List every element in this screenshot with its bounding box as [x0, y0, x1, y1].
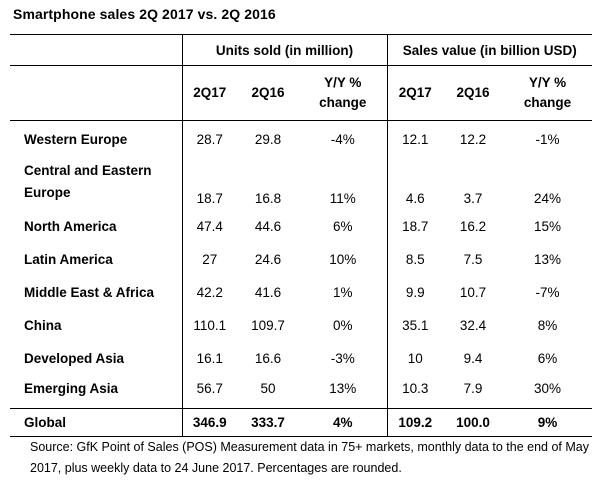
value-2q17-header: 2Q17: [386, 65, 444, 121]
page-title: Smartphone sales 2Q 2017 vs. 2Q 2016: [13, 6, 276, 22]
units-2q16: 16.6: [254, 351, 282, 366]
units-2q17: 47.4: [181, 210, 237, 243]
units-2q16: 44.6: [254, 219, 282, 234]
yoy-line2: change: [523, 95, 572, 110]
value-2q16: 16.2: [459, 219, 487, 234]
units-2q17: 18.7: [181, 154, 237, 210]
region-label: North America: [24, 219, 117, 234]
region-label: Emerging Asia: [24, 381, 119, 396]
units-yoy: -4%: [330, 132, 355, 147]
total-row: Global 346.9 333.7 4% 109.2 100.0 9%: [10, 408, 593, 437]
value-2q17: 18.7: [386, 210, 444, 243]
region-label-line2: Europe: [24, 185, 71, 200]
region-label: Middle East & Africa: [24, 285, 155, 300]
source-line1: Source: GfK Point of Sales (POS) Measure…: [30, 440, 589, 454]
column-header-row: 2Q17 2Q16 Y/Y % change 2Q17 2Q16 Y/Y % cha…: [10, 65, 593, 121]
units-yoy: -3%: [330, 351, 355, 366]
total-value-yoy: 9%: [503, 408, 593, 437]
units-yoy: 10%: [329, 252, 357, 267]
value-2q16: 32.4: [459, 318, 487, 333]
sales-table: Units sold (in million) Sales value (in …: [10, 34, 593, 437]
value-2q16: 9.4: [463, 351, 483, 366]
value-yoy-header: Y/Y % change: [503, 65, 593, 121]
units-2q16: 16.8: [254, 191, 282, 206]
value-2q17: 4.6: [386, 154, 444, 210]
value-yoy: 30%: [534, 381, 562, 396]
total-value-2q17: 109.2: [386, 408, 444, 437]
table-row: Developed Asia 16.1 16.6 -3% 10 9.4 6%: [10, 342, 592, 375]
yoy-line2: change: [319, 95, 367, 110]
value-yoy: 15%: [534, 219, 562, 234]
yoy-line1: Y/Y %: [324, 75, 362, 90]
value-yoy: 24%: [534, 191, 562, 206]
value-yoy: 8%: [537, 318, 558, 333]
units-2q17: 28.7: [181, 120, 237, 154]
total-units-2q17: 346.9: [181, 408, 237, 437]
total-units-2q16: 333.7: [237, 408, 299, 437]
source-note: Source: GfK Point of Sales (POS) Measure…: [30, 437, 590, 479]
value-2q17: 35.1: [386, 309, 444, 342]
units-2q16: 24.6: [254, 252, 282, 267]
table-row: China 110.1 109.7 0% 35.1 32.4 8%: [10, 309, 592, 342]
table-row: Middle East & Africa 42.2 41.6 1% 9.9 10…: [10, 276, 592, 309]
units-yoy: 6%: [333, 219, 353, 234]
source-line2: 2017, plus weekly data to 24 June 2017. …: [30, 461, 402, 475]
units-2q17: 16.1: [181, 342, 237, 375]
table-row: Western Europe 28.7 29.8 -4% 12.1 12.2 -…: [10, 120, 592, 154]
value-yoy: 13%: [534, 252, 562, 267]
region-header-blank: [10, 34, 182, 66]
value-2q17: 10: [386, 342, 444, 375]
value-2q17: 9.9: [386, 276, 444, 309]
region-label: Developed Asia: [24, 351, 125, 366]
units-2q16: 50: [260, 381, 276, 396]
total-units-yoy: 4%: [299, 408, 388, 437]
group-header-row: Units sold (in million) Sales value (in …: [10, 34, 593, 66]
table-row: Latin America 27 24.6 10% 8.5 7.5 13%: [10, 243, 592, 276]
total-label: Global: [10, 408, 182, 437]
value-2q16: 7.9: [463, 381, 483, 396]
value-2q17: 8.5: [386, 243, 444, 276]
region-subheader-blank: [10, 65, 182, 121]
yoy-line1: Y/Y %: [528, 75, 567, 90]
value-yoy: -7%: [535, 285, 560, 300]
region-label: Latin America: [24, 252, 113, 267]
table-row: North America 47.4 44.6 6% 18.7 16.2 15%: [10, 210, 592, 243]
units-yoy: 0%: [333, 318, 353, 333]
units-yoy-header: Y/Y % change: [299, 65, 388, 121]
total-value-2q16: 100.0: [443, 408, 504, 437]
units-2q16: 41.6: [254, 285, 282, 300]
value-yoy: -1%: [535, 132, 560, 147]
value-2q17: 10.3: [386, 375, 444, 409]
value-2q17: 12.1: [386, 120, 444, 154]
units-yoy: 1%: [333, 285, 353, 300]
units-2q16: 29.8: [254, 132, 282, 147]
units-2q17: 56.7: [181, 375, 237, 409]
table-row: Emerging Asia 56.7 50 13% 10.3 7.9 30%: [10, 375, 592, 409]
region-label: China: [24, 318, 62, 333]
units-2q17: 110.1: [181, 309, 237, 342]
table-row: Central and Eastern Europe 18.7 16.8 11% …: [10, 154, 592, 210]
region-label-line1: Central and Eastern: [24, 163, 152, 178]
units-yoy: 11%: [329, 191, 356, 206]
units-yoy: 13%: [329, 381, 357, 396]
value-yoy: 6%: [537, 351, 558, 366]
units-2q16: 109.7: [251, 318, 285, 333]
units-2q16-header: 2Q16: [237, 65, 299, 121]
value-2q16: 10.7: [459, 285, 487, 300]
region-label: Central and Eastern Europe: [10, 154, 182, 210]
units-2q17: 27: [181, 243, 237, 276]
value-2q16: 12.2: [459, 132, 487, 147]
value-2q16: 3.7: [463, 191, 483, 206]
value-2q16: 7.5: [463, 252, 483, 267]
units-2q17-header: 2Q17: [181, 65, 237, 121]
value-group-header: Sales value (in billion USD): [386, 34, 593, 66]
value-2q16-header: 2Q16: [443, 65, 504, 121]
region-label: Western Europe: [24, 132, 128, 147]
units-2q17: 42.2: [181, 276, 237, 309]
units-group-header: Units sold (in million): [181, 34, 388, 66]
